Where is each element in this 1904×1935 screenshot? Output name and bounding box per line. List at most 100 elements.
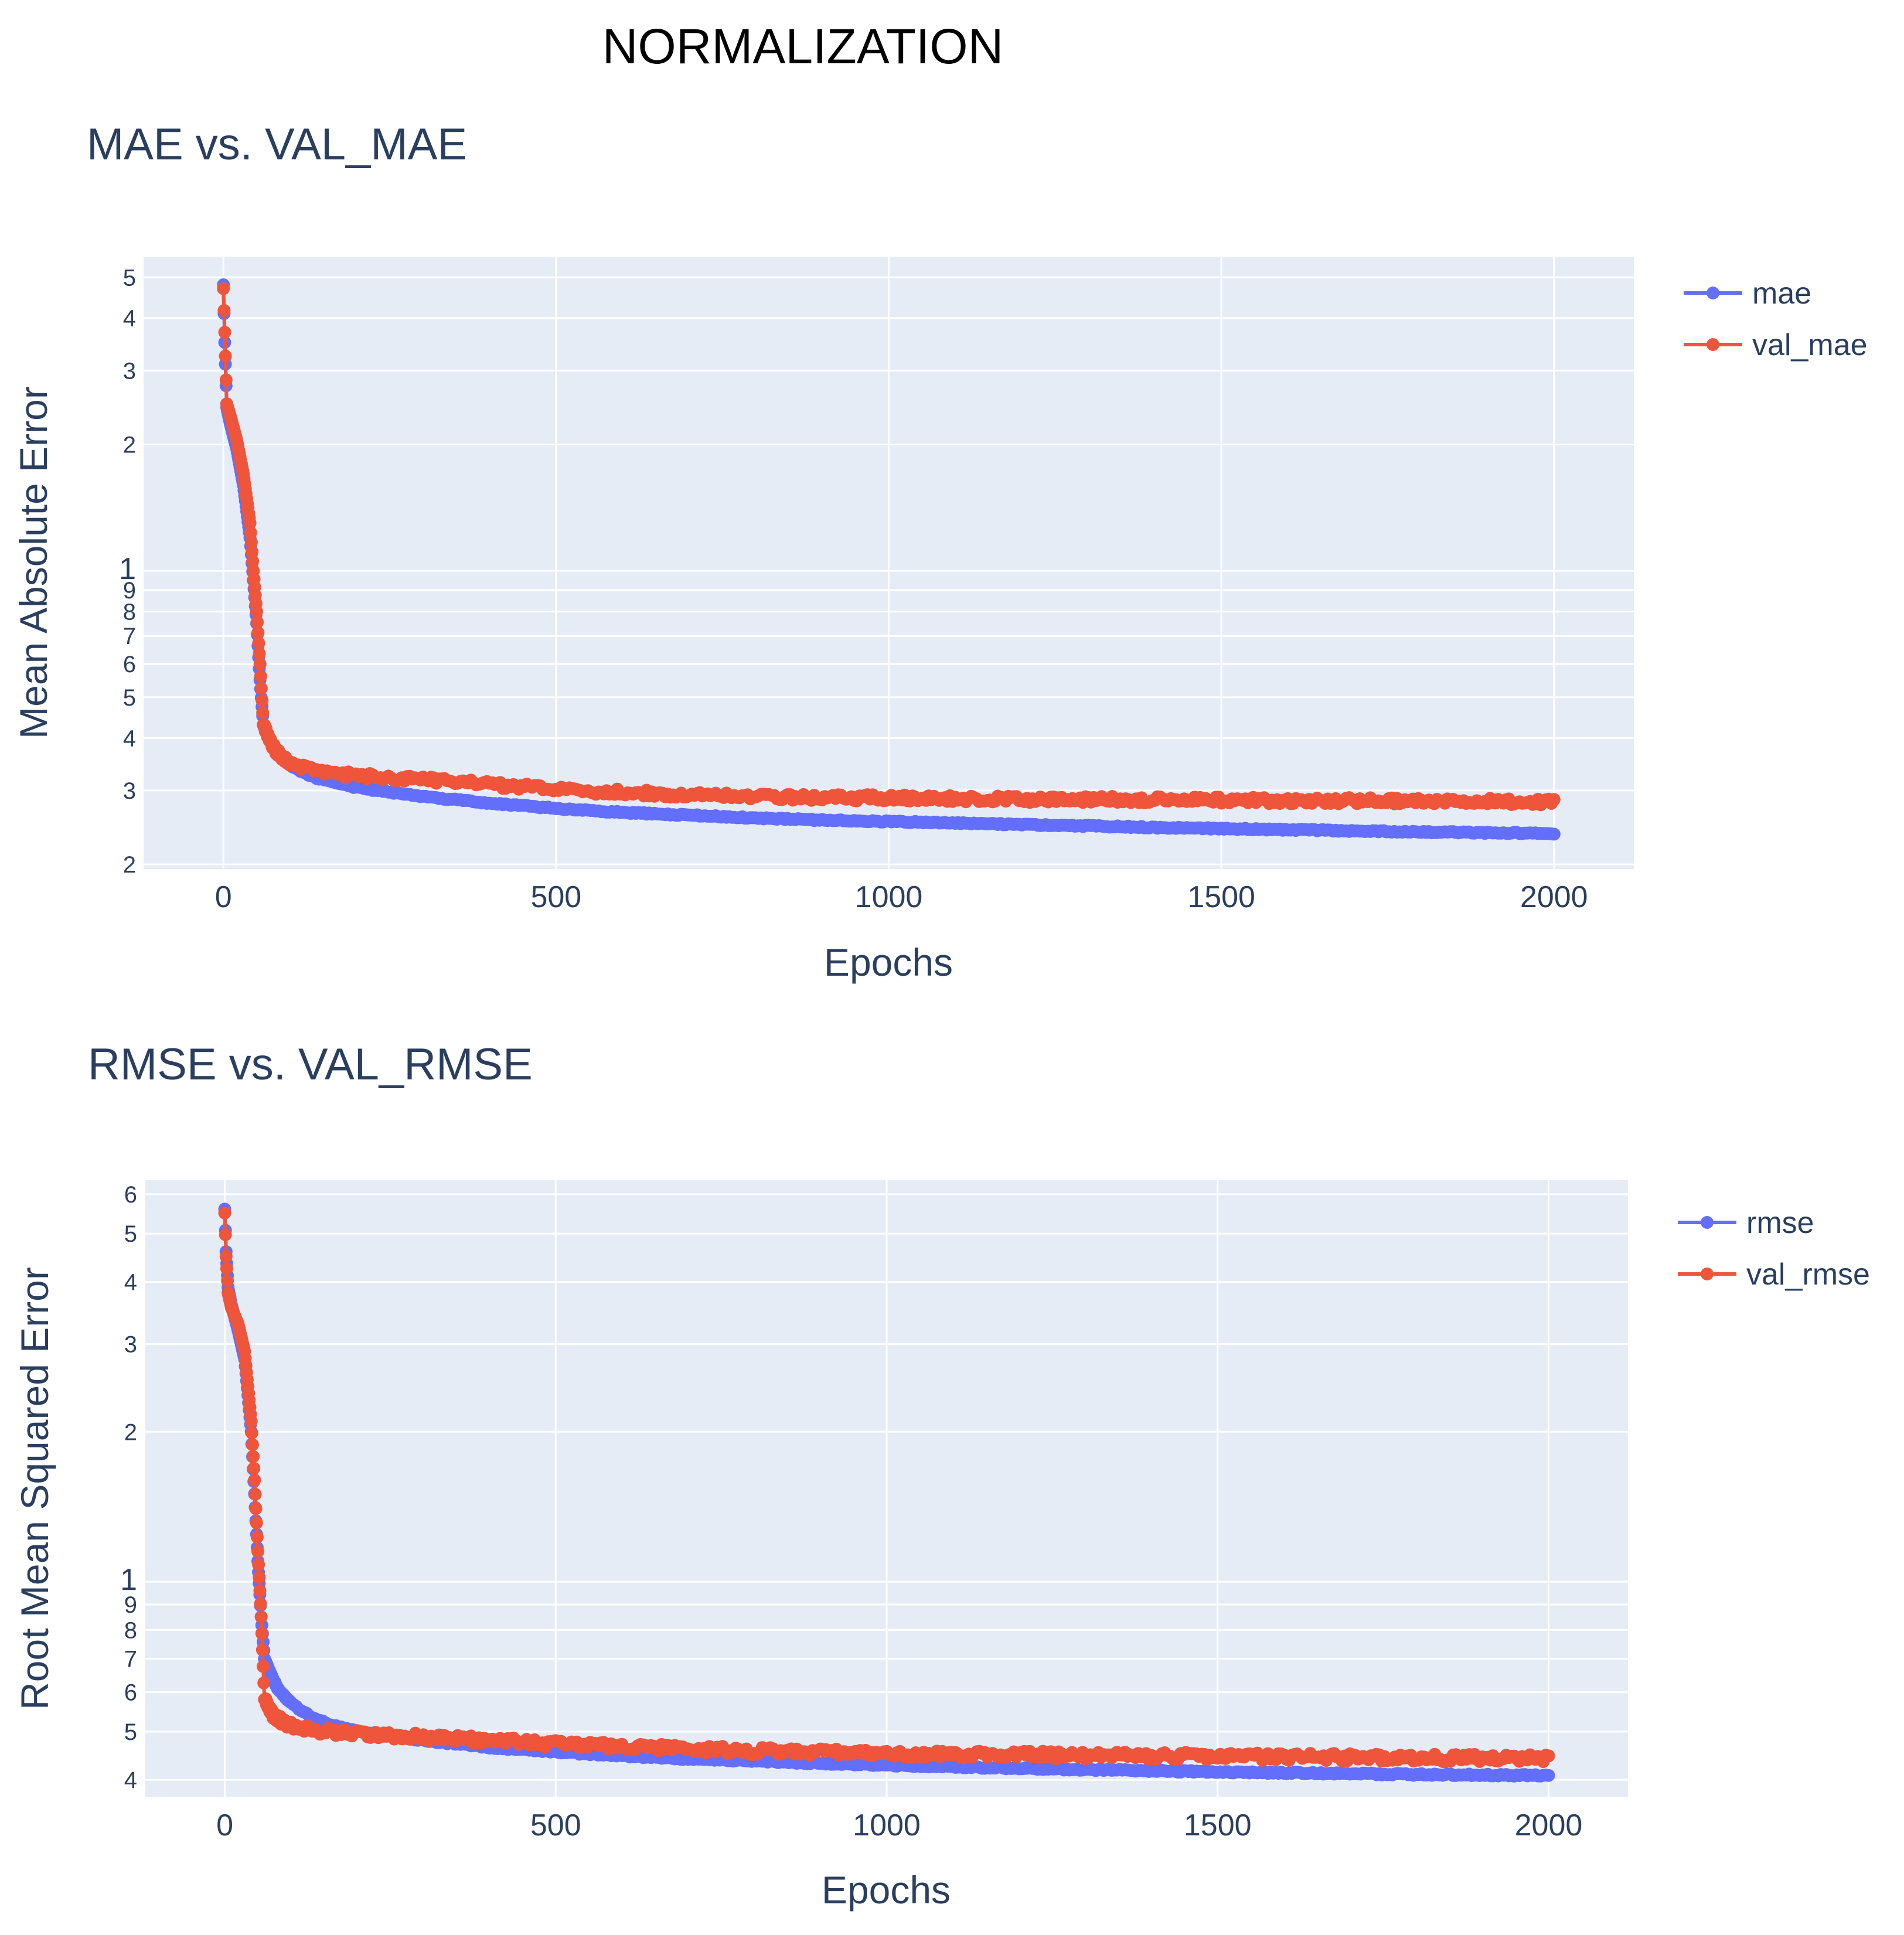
legend-item-val-rmse[interactable]: val_rmse xyxy=(1678,1258,1870,1292)
x-tick-label: 1000 xyxy=(855,880,923,914)
page-title: NORMALIZATION xyxy=(602,19,1003,74)
y-tick-label: 3 xyxy=(123,778,136,804)
data-point xyxy=(256,706,270,720)
rmse-chart-title: RMSE vs. VAL_RMSE xyxy=(88,1040,533,1089)
data-point xyxy=(252,1558,265,1571)
data-point xyxy=(254,682,268,695)
y-tick-label: 7 xyxy=(124,1647,137,1672)
mae-series-layer xyxy=(217,278,1561,841)
data-point xyxy=(217,282,230,295)
data-point xyxy=(245,1426,258,1440)
y-tick-label: 3 xyxy=(124,1332,137,1358)
data-point xyxy=(251,615,264,629)
mae-y-axis-title: Mean Absolute Error xyxy=(12,386,55,739)
rmse-y-axis-title: Root Mean Squared Error xyxy=(13,1267,56,1710)
x-tick-label: 2000 xyxy=(1515,1808,1583,1842)
data-point xyxy=(219,349,232,363)
y-tick-label: 2 xyxy=(123,852,136,878)
y-tick-label: 6 xyxy=(124,1182,137,1208)
legend-label-val-mae: val_mae xyxy=(1752,328,1868,362)
y-tick-label: 8 xyxy=(123,599,136,625)
y-tick-label: 2 xyxy=(123,432,136,458)
data-point xyxy=(247,1462,261,1475)
data-point xyxy=(251,626,265,639)
rmse-grid xyxy=(145,1180,1628,1797)
data-point xyxy=(253,647,266,660)
mae-x-ticks: 0 500 1000 1500 2000 xyxy=(215,880,1588,914)
data-point xyxy=(254,1597,267,1610)
y-tick-label: 2 xyxy=(124,1419,137,1445)
data-point xyxy=(256,694,269,707)
legend-marker-val-rmse xyxy=(1701,1268,1714,1280)
y-tick-label: 3 xyxy=(123,358,136,384)
x-tick-label: 500 xyxy=(530,880,581,914)
legend-label-val-rmse: val_rmse xyxy=(1746,1258,1870,1292)
data-point xyxy=(255,1627,268,1640)
data-point xyxy=(257,1676,271,1689)
y-tick-label: 7 xyxy=(123,624,136,649)
y-tick-label: 4 xyxy=(123,725,136,751)
x-tick-label: 500 xyxy=(530,1808,581,1842)
data-point xyxy=(248,1473,261,1487)
x-tick-label: 1500 xyxy=(1187,880,1255,914)
data-point xyxy=(219,373,233,387)
data-point xyxy=(1547,827,1561,841)
rmse-legend: rmse val_rmse xyxy=(1678,1206,1870,1292)
data-point xyxy=(249,1502,263,1515)
data-point xyxy=(246,554,260,568)
y-tick-label: 5 xyxy=(124,1221,137,1247)
mae-legend: mae val_mae xyxy=(1684,277,1868,362)
legend-item-rmse[interactable]: rmse xyxy=(1678,1206,1814,1240)
legend-marker-mae xyxy=(1707,287,1719,299)
y-tick-label: 9 xyxy=(123,578,136,604)
x-tick-label: 1000 xyxy=(853,1808,921,1842)
y-tick-label: 1 xyxy=(119,552,136,586)
rmse-series-layer xyxy=(218,1202,1555,1783)
data-point xyxy=(1542,1769,1555,1782)
data-point xyxy=(220,1262,233,1275)
data-point xyxy=(254,1610,268,1623)
data-point xyxy=(218,326,231,339)
y-tick-label: 8 xyxy=(124,1617,137,1643)
mae-chart-title: MAE vs. VAL_MAE xyxy=(87,120,467,169)
y-tick-label: 1 xyxy=(120,1563,137,1597)
data-point xyxy=(246,545,258,558)
data-point xyxy=(257,1660,270,1673)
legend-item-val-mae[interactable]: val_mae xyxy=(1684,328,1868,362)
legend-label-mae: mae xyxy=(1752,277,1811,311)
data-point xyxy=(221,1274,234,1287)
rmse-y-ticks: 4 5 6 7 891 2 3 4 5 6 xyxy=(120,1182,137,1793)
y-tick-label: 5 xyxy=(123,685,136,711)
data-point xyxy=(244,526,257,539)
legend-item-mae[interactable]: mae xyxy=(1684,277,1811,311)
data-point xyxy=(243,516,257,530)
data-point xyxy=(250,1531,264,1544)
y-tick-label: 4 xyxy=(124,1269,137,1295)
data-point xyxy=(246,1438,259,1452)
y-tick-label: 6 xyxy=(123,652,136,677)
rmse-x-ticks: 0 500 1000 1500 2000 xyxy=(216,1808,1582,1842)
data-point xyxy=(253,658,267,671)
series-val-mae xyxy=(217,282,1561,812)
x-tick-label: 2000 xyxy=(1520,880,1588,914)
y-tick-label: 5 xyxy=(123,265,136,291)
data-point xyxy=(253,1571,266,1585)
mae-x-axis-title: Epochs xyxy=(824,941,953,984)
rmse-x-axis-title: Epochs xyxy=(822,1868,951,1912)
data-point xyxy=(1547,793,1561,806)
data-point xyxy=(1542,1749,1555,1763)
data-point xyxy=(244,1415,258,1428)
mae-grid xyxy=(144,257,1634,869)
y-tick-label: 9 xyxy=(124,1592,137,1618)
data-point xyxy=(248,1488,262,1501)
legend-marker-rmse xyxy=(1701,1216,1714,1229)
x-tick-label: 1500 xyxy=(1184,1808,1252,1842)
data-point xyxy=(218,1206,231,1219)
data-point xyxy=(253,1584,267,1597)
x-tick-label: 0 xyxy=(215,880,232,914)
y-tick-label: 6 xyxy=(124,1680,137,1706)
x-tick-label: 0 xyxy=(216,1808,233,1842)
legend-marker-val-mae xyxy=(1707,338,1719,351)
